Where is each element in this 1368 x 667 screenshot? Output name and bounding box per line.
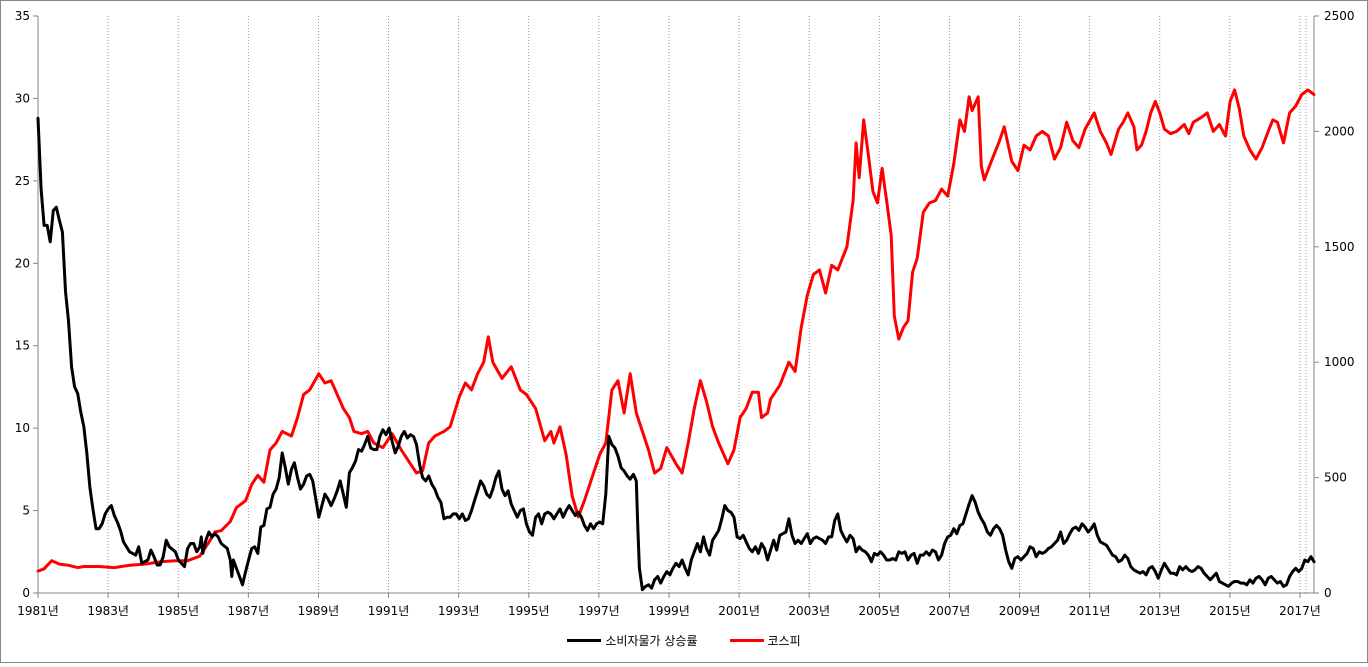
x-tick-label: 1981년 xyxy=(17,604,59,618)
x-tick-label: 1999년 xyxy=(648,604,690,618)
x-tick-label: 2003년 xyxy=(788,604,830,618)
x-tick-label: 2015년 xyxy=(1209,604,1251,618)
legend: 소비자물가 상승률 코스피 xyxy=(1,631,1367,649)
legend-item: 소비자물가 상승률 xyxy=(567,632,698,649)
y-left-tick-label: 30 xyxy=(15,91,30,105)
y-right-tick-label: 1500 xyxy=(1324,240,1355,254)
x-tick-label: 1985년 xyxy=(157,604,199,618)
series-lines xyxy=(36,88,1316,592)
x-tick-label: 2011년 xyxy=(1069,604,1111,618)
y-right-tick-label: 2000 xyxy=(1324,124,1355,138)
series-line-kospi xyxy=(36,88,1316,573)
series-line-cpi xyxy=(36,116,1316,592)
y-right-tick-label: 500 xyxy=(1324,471,1347,485)
y-left-tick-label: 35 xyxy=(15,9,30,23)
y-left-tick-label: 15 xyxy=(15,339,30,353)
y-right-tick-label: 1000 xyxy=(1324,355,1355,369)
legend-swatch xyxy=(567,639,602,642)
x-tick-label: 1995년 xyxy=(508,604,550,618)
chart-axes: 1981년 1983년 1985년 1987년 1989년 1991년 1993년 1995년… xyxy=(15,9,1355,618)
x-tick-label: 1991년 xyxy=(368,604,410,618)
y-right-tick-label: 2500 xyxy=(1324,9,1355,23)
x-tick-label: 2001년 xyxy=(718,604,760,618)
x-tick-label: 2009년 xyxy=(999,604,1041,618)
x-tick-label: 2013년 xyxy=(1139,604,1181,618)
legend-label: 코스피 xyxy=(767,634,801,648)
legend-label: 소비자물가 상승률 xyxy=(605,634,698,648)
y-left-tick-label: 10 xyxy=(15,421,30,435)
x-tick-label: 1997년 xyxy=(578,604,620,618)
x-tick-label: 1993년 xyxy=(438,604,480,618)
x-tick-label: 1983년 xyxy=(87,604,129,618)
x-tick-label: 2005년 xyxy=(859,604,901,618)
y-left-tick-label: 25 xyxy=(15,174,30,188)
y-right-tick-label: 0 xyxy=(1324,586,1332,600)
x-tick-label: 2007년 xyxy=(929,604,971,618)
y-left-tick-label: 5 xyxy=(22,504,30,518)
legend-swatch xyxy=(729,639,764,642)
y-left-tick-label: 0 xyxy=(22,586,30,600)
y-left-tick-label: 20 xyxy=(15,256,30,270)
x-tick-label: 1989년 xyxy=(298,604,340,618)
legend-item: 코스피 xyxy=(729,632,801,649)
x-tick-label: 1987년 xyxy=(228,604,270,618)
x-tick-label: 2017년 xyxy=(1279,604,1321,618)
vertical-gridlines xyxy=(107,16,1307,593)
